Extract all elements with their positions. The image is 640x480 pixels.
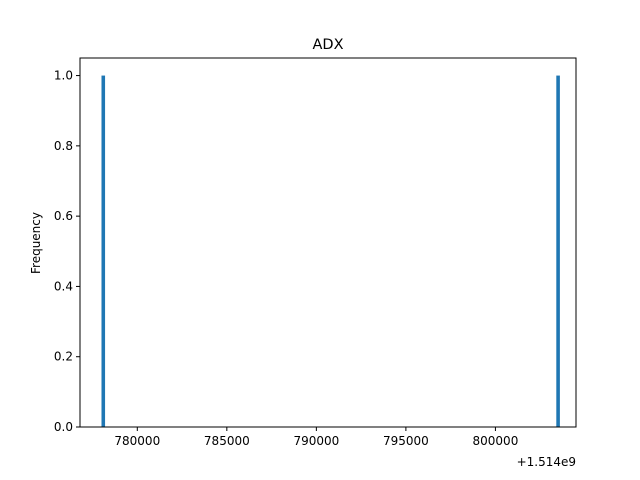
x-tick-label-2: 785000 — [204, 434, 250, 448]
bars-group — [101, 75, 560, 427]
histogram-bar-1 — [101, 75, 106, 427]
x-tick-label-3: 790000 — [293, 434, 339, 448]
x-ticks-group: 780000 785000 790000 795000 800000 — [114, 427, 518, 448]
x-offset-label: +1.514e9 — [517, 455, 576, 469]
x-tick-label-1: 780000 — [114, 434, 160, 448]
x-tick-label-5: 800000 — [473, 434, 519, 448]
x-tick-label-4: 795000 — [383, 434, 429, 448]
y-ticks-group: 0.0 0.2 0.4 0.6 0.8 1.0 — [54, 69, 80, 434]
y-tick-label-1: 0.0 — [54, 420, 73, 434]
y-axis-label: Frequency — [29, 212, 43, 274]
histogram-bar-2 — [556, 75, 560, 427]
y-tick-label-3: 0.4 — [54, 279, 73, 293]
y-tick-label-6: 1.0 — [54, 69, 73, 83]
chart-title: ADX — [312, 37, 343, 53]
plot-area-frame — [79, 57, 577, 428]
y-tick-label-4: 0.6 — [54, 209, 73, 223]
y-tick-label-5: 0.8 — [54, 139, 73, 153]
y-tick-label-2: 0.2 — [54, 350, 73, 364]
